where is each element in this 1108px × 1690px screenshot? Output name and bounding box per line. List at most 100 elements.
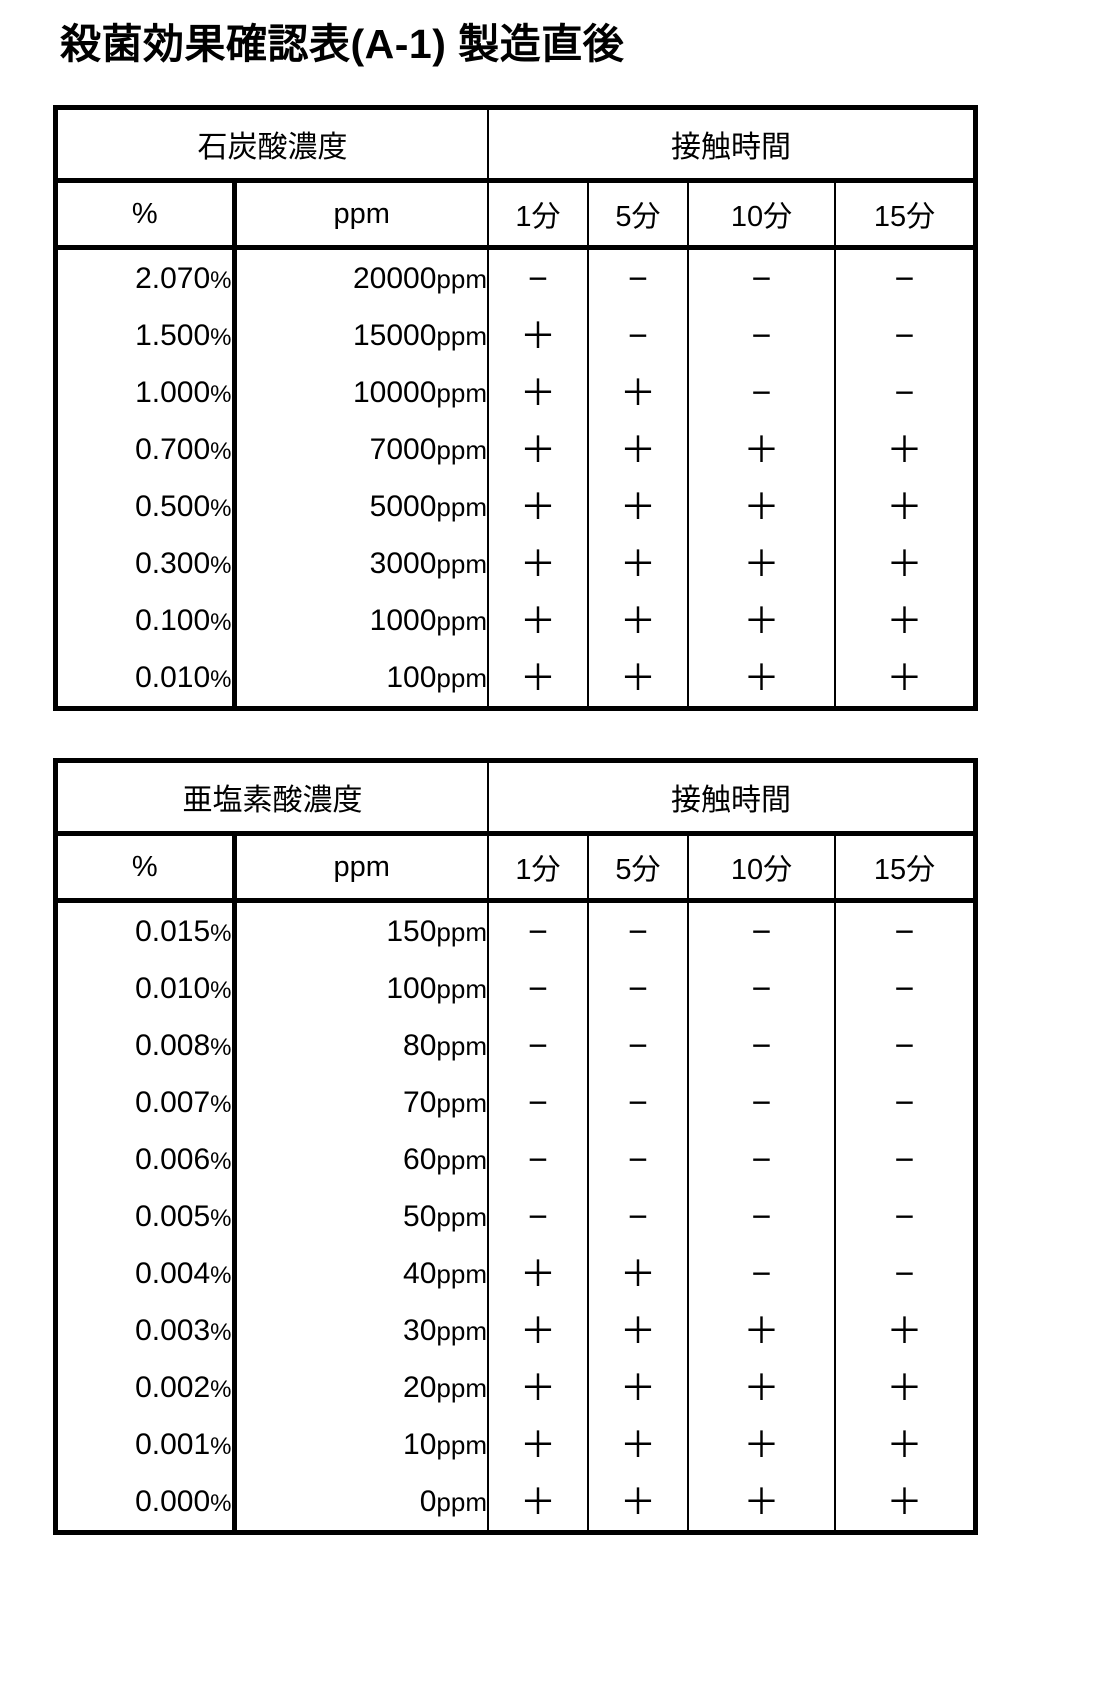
document-page: 殺菌効果確認表(A-1) 製造直後 石炭酸濃度 接触時間 % ppm 1分 5分… [0, 0, 1108, 1690]
cell-mark-1min: ＋ [488, 1416, 588, 1473]
cell-mark-10min: − [688, 248, 835, 308]
cell-ppm: 0ppm [234, 1473, 488, 1530]
table-row: 0.005%50ppm−−−− [58, 1188, 973, 1245]
cell-mark-15min: − [835, 901, 973, 961]
cell-ppm: 50ppm [234, 1188, 488, 1245]
sub-header-row: % ppm 1分 5分 10分 15分 [58, 181, 973, 248]
cell-mark-10min: − [688, 307, 835, 364]
cell-mark-5min: ＋ [588, 592, 688, 649]
cell-mark-10min: − [688, 1074, 835, 1131]
cell-mark-15min: ＋ [835, 421, 973, 478]
cell-ppm: 20ppm [234, 1359, 488, 1416]
cell-mark-1min: ＋ [488, 1245, 588, 1302]
cell-mark-10min: ＋ [688, 1416, 835, 1473]
column-header-time-1min: 1分 [488, 181, 588, 248]
cell-percent: 0.010% [58, 649, 234, 706]
cell-percent: 0.500% [58, 478, 234, 535]
table-row: 0.300%3000ppm＋＋＋＋ [58, 535, 973, 592]
cell-mark-10min: ＋ [688, 1302, 835, 1359]
column-header-time-10min: 10分 [688, 181, 835, 248]
cell-mark-5min: ＋ [588, 421, 688, 478]
cell-mark-15min: ＋ [835, 592, 973, 649]
cell-mark-1min: ＋ [488, 421, 588, 478]
cell-ppm: 15000ppm [234, 307, 488, 364]
cell-ppm: 1000ppm [234, 592, 488, 649]
cell-mark-15min: − [835, 364, 973, 421]
cell-ppm: 7000ppm [234, 421, 488, 478]
group-header-concentration: 石炭酸濃度 [58, 110, 488, 181]
cell-mark-15min: ＋ [835, 1359, 973, 1416]
cell-mark-15min: ＋ [835, 478, 973, 535]
cell-mark-10min: ＋ [688, 649, 835, 706]
table-row: 0.003%30ppm＋＋＋＋ [58, 1302, 973, 1359]
cell-ppm: 60ppm [234, 1131, 488, 1188]
table-row: 0.001%10ppm＋＋＋＋ [58, 1416, 973, 1473]
column-header-percent: % [58, 834, 234, 901]
cell-percent: 0.004% [58, 1245, 234, 1302]
cell-mark-1min: ＋ [488, 592, 588, 649]
cell-mark-10min: − [688, 1131, 835, 1188]
cell-percent: 0.001% [58, 1416, 234, 1473]
column-header-ppm: ppm [234, 834, 488, 901]
cell-mark-15min: − [835, 1131, 973, 1188]
cell-percent: 0.002% [58, 1359, 234, 1416]
cell-mark-1min: ＋ [488, 649, 588, 706]
sterilization-table-phenol: 石炭酸濃度 接触時間 % ppm 1分 5分 10分 15分 2.070%200… [53, 105, 978, 711]
cell-ppm: 70ppm [234, 1074, 488, 1131]
cell-mark-15min: ＋ [835, 1416, 973, 1473]
cell-percent: 0.005% [58, 1188, 234, 1245]
cell-mark-1min: − [488, 1017, 588, 1074]
cell-mark-10min: − [688, 901, 835, 961]
cell-percent: 0.015% [58, 901, 234, 961]
cell-mark-5min: − [588, 1074, 688, 1131]
cell-ppm: 20000ppm [234, 248, 488, 308]
table-row: 0.010%100ppm−−−− [58, 960, 973, 1017]
cell-mark-10min: − [688, 1245, 835, 1302]
column-header-time-5min: 5分 [588, 181, 688, 248]
cell-mark-15min: − [835, 1188, 973, 1245]
cell-mark-5min: − [588, 307, 688, 364]
cell-mark-5min: ＋ [588, 1245, 688, 1302]
group-header-contact-time: 接触時間 [488, 763, 973, 834]
cell-mark-1min: ＋ [488, 1302, 588, 1359]
group-header-row: 亜塩素酸濃度 接触時間 [58, 763, 973, 834]
cell-mark-1min: ＋ [488, 478, 588, 535]
table-row: 1.500%15000ppm＋−−− [58, 307, 973, 364]
cell-percent: 1.500% [58, 307, 234, 364]
cell-percent: 0.700% [58, 421, 234, 478]
cell-ppm: 10000ppm [234, 364, 488, 421]
column-header-time-15min: 15分 [835, 834, 973, 901]
cell-ppm: 30ppm [234, 1302, 488, 1359]
column-header-ppm: ppm [234, 181, 488, 248]
cell-percent: 0.008% [58, 1017, 234, 1074]
cell-percent: 0.010% [58, 960, 234, 1017]
table-row: 0.700%7000ppm＋＋＋＋ [58, 421, 973, 478]
cell-mark-10min: ＋ [688, 535, 835, 592]
cell-mark-15min: ＋ [835, 535, 973, 592]
cell-mark-1min: − [488, 1074, 588, 1131]
table-row: 0.008%80ppm−−−− [58, 1017, 973, 1074]
cell-mark-5min: ＋ [588, 1302, 688, 1359]
cell-mark-10min: ＋ [688, 592, 835, 649]
cell-ppm: 5000ppm [234, 478, 488, 535]
cell-mark-10min: − [688, 364, 835, 421]
cell-mark-5min: ＋ [588, 1416, 688, 1473]
column-header-time-10min: 10分 [688, 834, 835, 901]
cell-mark-10min: − [688, 1017, 835, 1074]
cell-mark-10min: − [688, 960, 835, 1017]
cell-mark-1min: ＋ [488, 364, 588, 421]
cell-ppm: 100ppm [234, 649, 488, 706]
cell-mark-10min: ＋ [688, 421, 835, 478]
cell-percent: 0.300% [58, 535, 234, 592]
table-row: 0.015%150ppm−−−− [58, 901, 973, 961]
column-header-time-15min: 15分 [835, 181, 973, 248]
cell-mark-5min: ＋ [588, 649, 688, 706]
cell-mark-15min: ＋ [835, 1473, 973, 1530]
cell-mark-1min: ＋ [488, 535, 588, 592]
table-row: 0.010%100ppm＋＋＋＋ [58, 649, 973, 706]
cell-mark-15min: − [835, 307, 973, 364]
cell-ppm: 100ppm [234, 960, 488, 1017]
cell-mark-1min: ＋ [488, 1473, 588, 1530]
cell-mark-15min: − [835, 248, 973, 308]
cell-mark-5min: − [588, 960, 688, 1017]
